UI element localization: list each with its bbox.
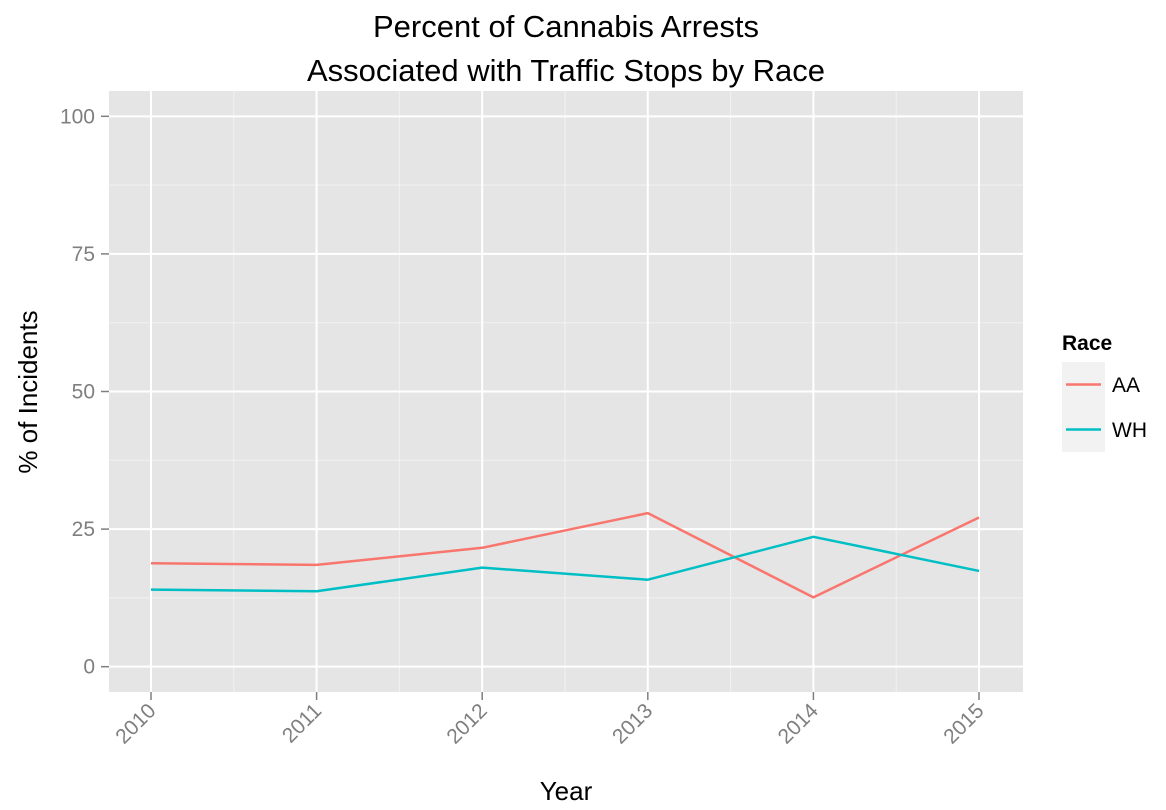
y-tick-label: 100 [60, 105, 95, 128]
y-axis: 0 25 50 75 100 [60, 105, 109, 679]
y-axis-label: % of Incidents [13, 310, 43, 473]
legend-label: AA [1112, 374, 1140, 397]
minor-gridlines [109, 91, 1023, 692]
x-tick-label: 2015 [939, 699, 988, 748]
y-tick-label: 0 [83, 656, 95, 679]
y-tick-label: 75 [72, 243, 95, 266]
x-tick-label: 2012 [442, 699, 491, 748]
y-tick-label: 25 [72, 518, 95, 541]
x-tick-label: 2014 [774, 699, 824, 749]
x-tick-label: 2010 [111, 699, 160, 748]
legend-label: WH [1112, 419, 1147, 442]
x-axis: 2010 2011 2012 2013 2014 2015 [111, 692, 989, 749]
series-line-aa [150, 511, 980, 599]
chart-title: Percent of Cannabis Arrests [373, 9, 759, 44]
series-lines [150, 511, 980, 599]
chart-subtitle: Associated with Traffic Stops by Race [307, 53, 825, 88]
legend: Race AA WH [1062, 332, 1147, 452]
x-tick-label: 2011 [278, 699, 326, 747]
y-tick-label: 50 [72, 381, 95, 404]
series-line-wh [150, 535, 980, 593]
x-tick-label: 2013 [608, 699, 657, 748]
legend-title: Race [1062, 332, 1112, 355]
x-axis-label: Year [540, 776, 593, 806]
